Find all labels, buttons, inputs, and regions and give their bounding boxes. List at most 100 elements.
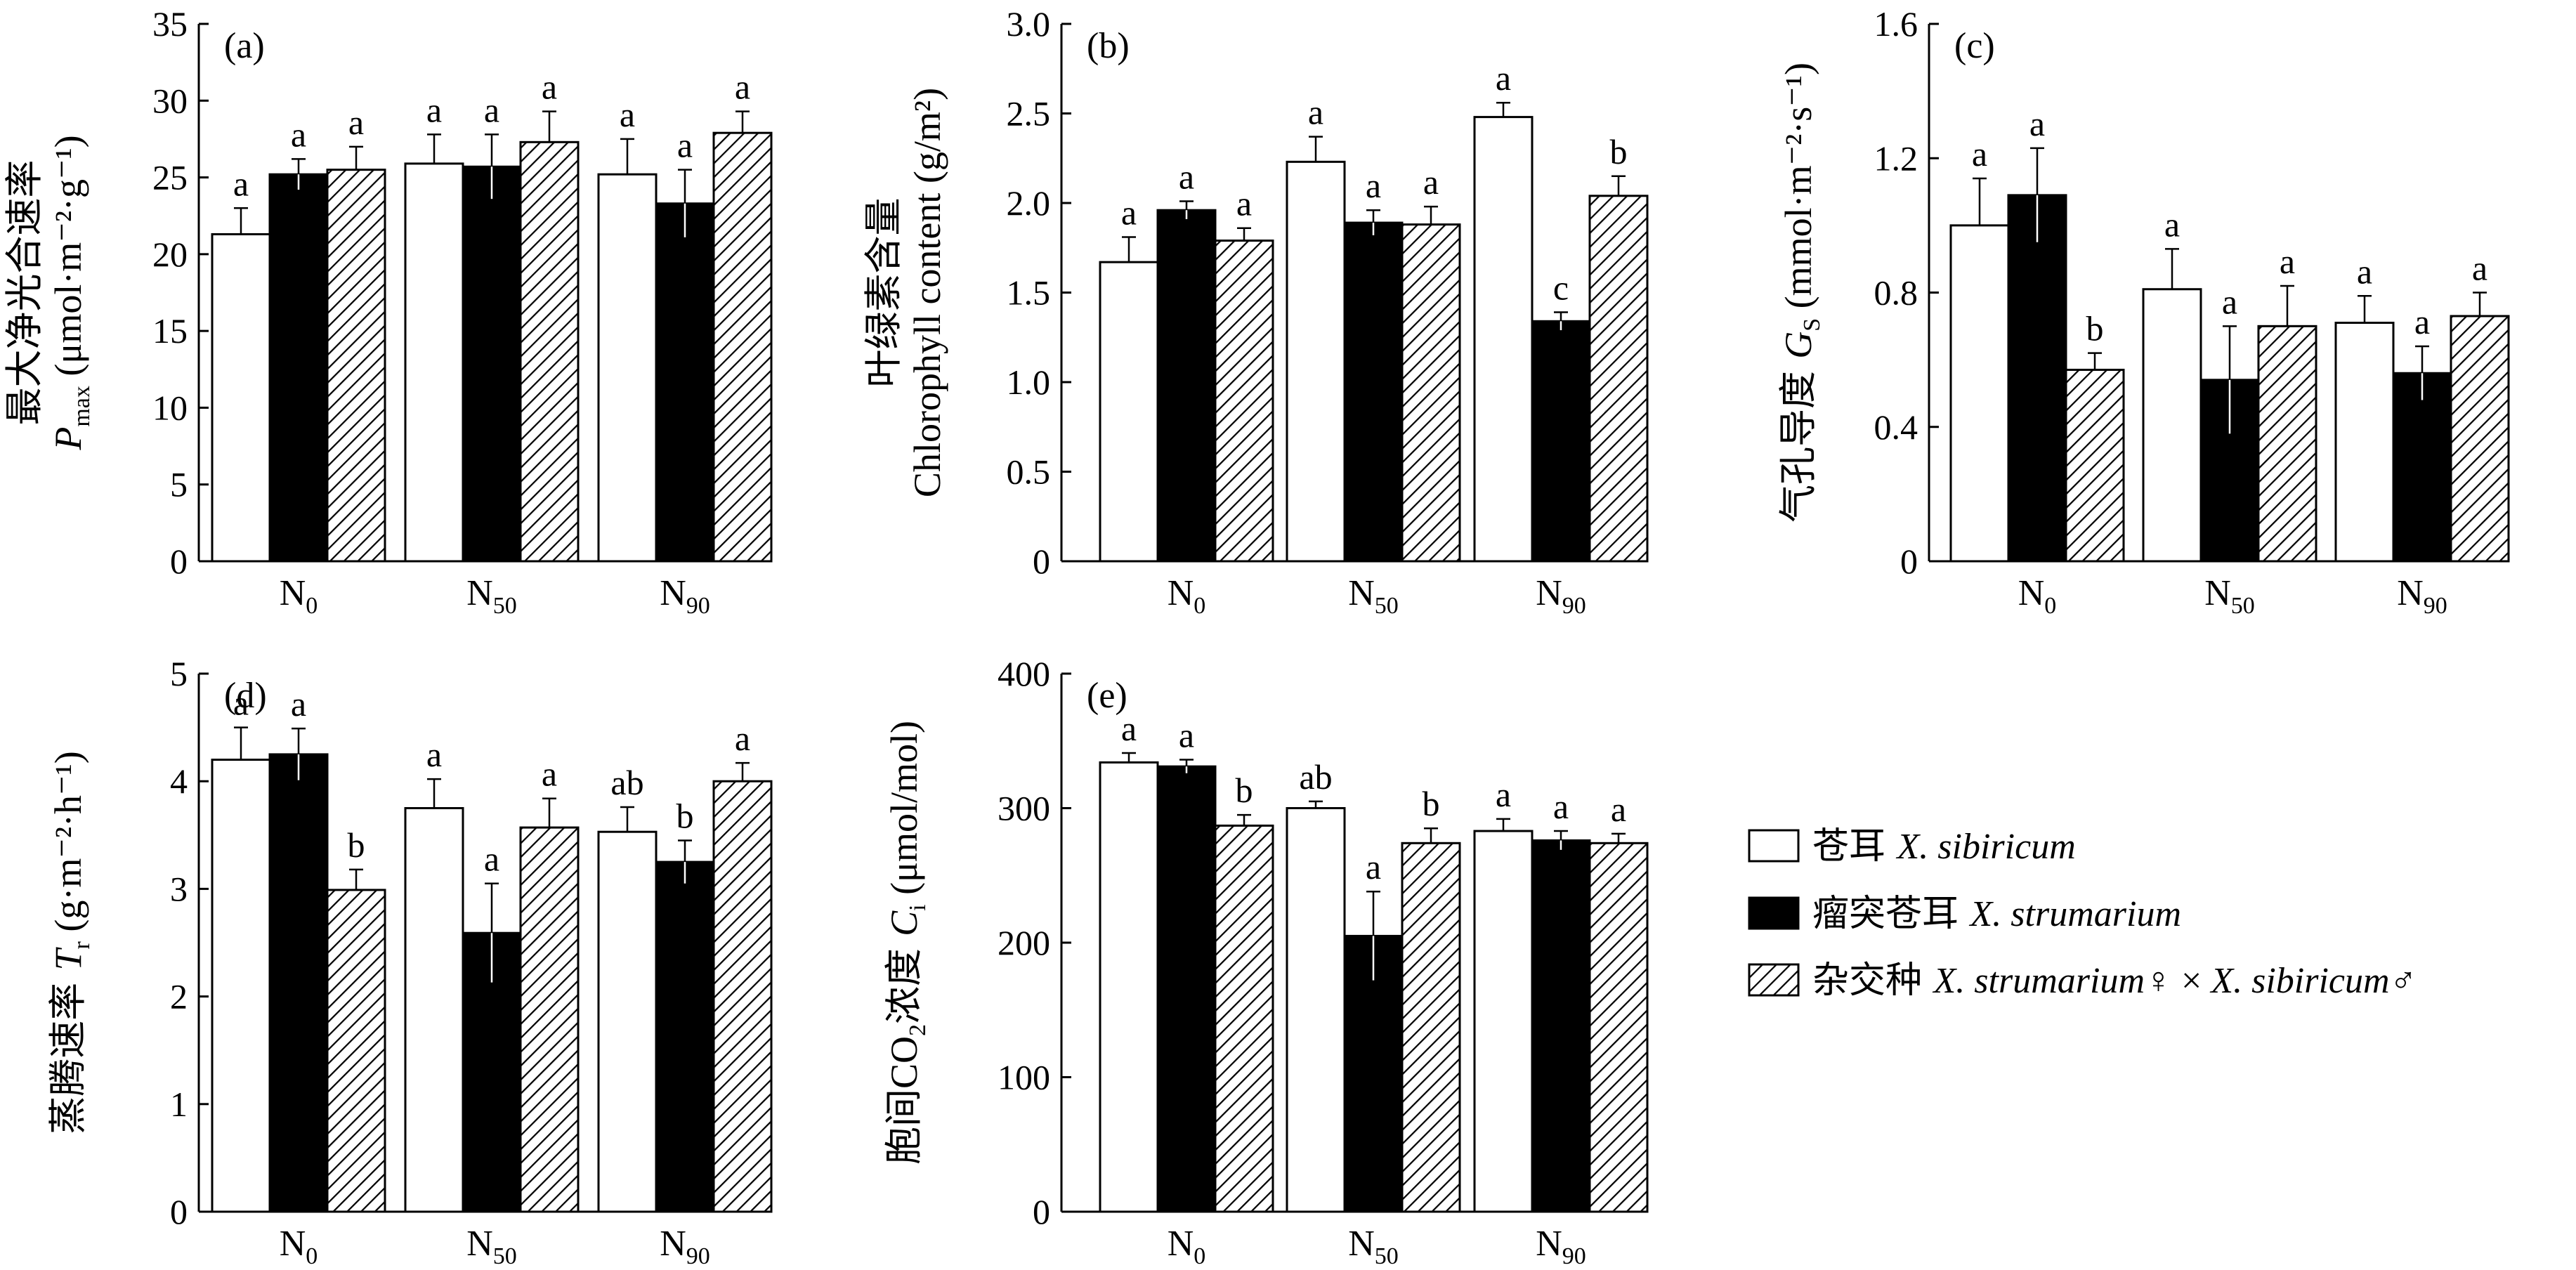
significance-letter: a — [2357, 251, 2372, 291]
bar — [2142, 288, 2202, 563]
y-tick-label: 1.5 — [1007, 273, 1051, 313]
legend-label: 苍耳 X. sibiricum — [1812, 825, 2076, 868]
bar — [1531, 320, 1591, 563]
significance-letter: a — [1496, 775, 1511, 814]
significance-letter: a — [484, 839, 499, 879]
x-tick-label: N90 — [660, 1224, 710, 1269]
x-tick-label: N0 — [2018, 573, 2057, 619]
x-tick-label: N0 — [1168, 573, 1206, 619]
significance-letter: a — [1179, 157, 1194, 196]
panel-label: (a) — [224, 26, 265, 66]
y-tick-label: 200 — [998, 923, 1050, 962]
significance-letter: b — [1423, 784, 1440, 823]
bar — [462, 165, 522, 563]
y-tick-label: 15 — [152, 311, 188, 351]
panel-a: 0 5 10 15 20 25 30 35 N0 N50 N90 a a a a a a a a a (a) 最大净光合速… — [4, 4, 773, 619]
significance-letter: a — [2029, 104, 2045, 143]
bar — [519, 140, 580, 563]
legend: 苍耳 X. sibiricum 瘤突苍耳 X. strumarium 杂交种 X. … — [1748, 825, 2417, 1002]
significance-letter: b — [348, 825, 365, 865]
x-tick-label: N50 — [1348, 1224, 1399, 1269]
legend-swatch — [1748, 829, 1800, 863]
bar — [211, 759, 271, 1213]
significance-letter: b — [676, 796, 694, 835]
bar — [1401, 223, 1461, 563]
y-tick-label: 0 — [1033, 542, 1050, 581]
significance-letter: a — [291, 114, 306, 154]
significance-letter: b — [1610, 132, 1628, 171]
y-tick-label: 0 — [170, 1192, 188, 1231]
y-tick-label: 3 — [170, 869, 188, 908]
legend-swatch — [1748, 896, 1800, 930]
significance-letter: a — [233, 164, 249, 203]
significance-letter: a — [484, 90, 499, 129]
significance-letter: a — [620, 95, 635, 134]
x-tick-label: N90 — [660, 573, 710, 619]
significance-letter: a — [1179, 716, 1194, 755]
significance-letter: a — [426, 90, 442, 129]
panel-label: (e) — [1087, 676, 1127, 716]
x-tick-label: N50 — [1348, 573, 1399, 619]
panel-label: (c) — [1954, 26, 1995, 66]
bar — [404, 807, 464, 1213]
bar — [1531, 839, 1591, 1213]
bar — [1588, 842, 1649, 1213]
bar — [1099, 261, 1159, 563]
bar — [1156, 765, 1217, 1213]
bar — [1099, 761, 1159, 1213]
significance-letter: c — [1553, 268, 1569, 308]
y-tick-label: 1.2 — [1874, 138, 1918, 178]
y-axis-title-cn: 最大净光合速率 — [4, 160, 46, 426]
bar — [655, 860, 715, 1213]
significance-letter: a — [2280, 242, 2295, 281]
y-tick-label: 5 — [170, 465, 188, 504]
y-axis-title: 胞间CO2浓度 Ci (μmol/mol) — [882, 721, 931, 1165]
bar — [712, 131, 773, 563]
bar — [597, 173, 658, 563]
significance-letter: a — [2414, 302, 2430, 341]
legend-label: 瘤突苍耳 X. strumarium — [1812, 893, 2181, 935]
bar — [211, 233, 271, 563]
y-axis-title: Chlorophyll content (g/m²) — [906, 88, 948, 497]
y-tick-label: 20 — [152, 235, 188, 274]
bar — [326, 889, 386, 1213]
x-tick-label: N90 — [1536, 1224, 1586, 1269]
y-tick-label: 0 — [170, 542, 188, 581]
legend-item: 瘤突苍耳 X. strumarium — [1748, 893, 2181, 935]
y-tick-label: 35 — [152, 4, 188, 44]
panel-b: 0 0.5 1.0 1.5 2.0 2.5 3.0 N0 N50 N90 a a a a a c a a b (b) 叶… — [863, 4, 1649, 619]
bar — [1286, 160, 1346, 563]
y-tick-label: 0.5 — [1007, 452, 1051, 492]
significance-letter: b — [1236, 771, 1253, 810]
bar — [1214, 824, 1274, 1213]
significance-letter: a — [1496, 58, 1511, 98]
x-tick-label: N50 — [466, 573, 517, 619]
significance-letter: a — [2222, 282, 2237, 321]
significance-letter: a — [2472, 249, 2487, 288]
x-tick-label: N50 — [466, 1224, 517, 1269]
bar — [519, 826, 580, 1213]
significance-letter: a — [426, 735, 442, 774]
bar — [2392, 372, 2452, 563]
bar — [1588, 195, 1649, 563]
significance-letter: a — [1423, 162, 1439, 202]
significance-letter: a — [1308, 93, 1323, 132]
significance-letter: a — [542, 67, 557, 107]
y-axis-title: Pmax (μmol·m⁻²·g⁻¹) — [47, 135, 95, 450]
bar — [2334, 322, 2395, 563]
y-tick-label: 1.0 — [1007, 362, 1051, 402]
significance-letter: a — [2164, 204, 2180, 244]
y-tick-label: 100 — [998, 1058, 1050, 1097]
y-tick-label: 2.0 — [1007, 183, 1051, 223]
x-tick-label: N0 — [1168, 1224, 1206, 1269]
bar — [1286, 807, 1346, 1213]
bar — [326, 169, 386, 563]
y-tick-label: 300 — [998, 789, 1050, 828]
significance-letter: a — [542, 754, 557, 794]
bar — [597, 830, 658, 1213]
bar — [1214, 240, 1274, 563]
bar — [2450, 315, 2510, 563]
